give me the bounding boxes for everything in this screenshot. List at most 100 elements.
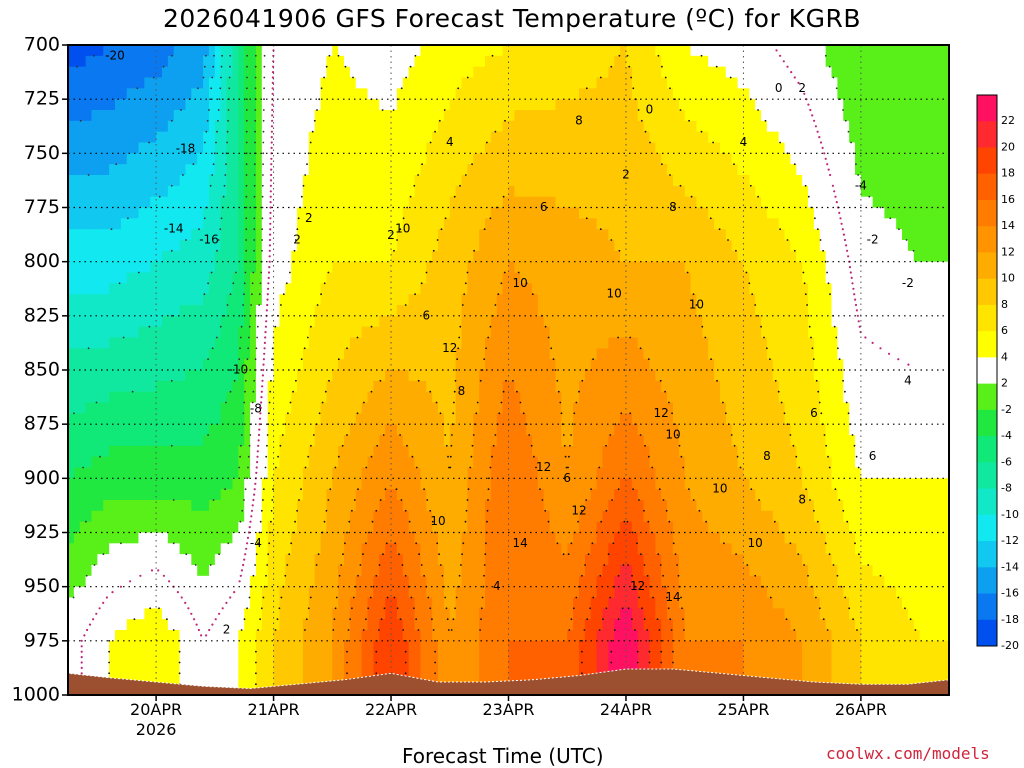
field-cell [179, 489, 187, 501]
field-cell [402, 283, 410, 295]
field-cell [197, 240, 204, 252]
field-cell [97, 45, 104, 57]
field-cell [308, 142, 316, 154]
field-cell [379, 294, 386, 306]
field-cell [391, 99, 398, 111]
field-cell [308, 315, 316, 328]
field-cell [385, 66, 392, 79]
field-cell [485, 554, 492, 566]
field-cell [120, 500, 128, 512]
field-cell [273, 240, 281, 252]
field-cell [361, 164, 369, 176]
field-cell [355, 250, 363, 263]
field-cell [144, 467, 151, 479]
field-cell [420, 153, 427, 165]
field-cell [379, 435, 386, 447]
field-cell [214, 435, 222, 447]
field-cell [208, 240, 216, 252]
field-cell [68, 510, 75, 523]
field-cell [144, 554, 151, 566]
field-cell [255, 391, 263, 404]
field-cell [297, 640, 304, 653]
field-cell [150, 120, 157, 133]
field-cell [379, 521, 386, 534]
field-cell [244, 630, 251, 642]
field-cell [103, 55, 110, 68]
field-cell [314, 153, 322, 165]
field-cell [109, 337, 116, 349]
field-cell [279, 305, 286, 317]
field-cell [537, 370, 545, 382]
field-cell [549, 283, 557, 295]
field-cell [449, 575, 457, 588]
field-cell [443, 370, 451, 382]
field-cell [443, 619, 451, 631]
field-cell [549, 619, 557, 631]
field-cell [85, 131, 93, 144]
field-cell [203, 229, 210, 241]
field-cell [73, 543, 81, 555]
field-cell [326, 619, 333, 631]
field-cell [120, 597, 128, 609]
field-cell [238, 608, 245, 620]
field-cell [73, 66, 81, 79]
field-cell [496, 250, 504, 263]
field-cell [161, 521, 169, 534]
field-cell [138, 142, 145, 154]
field-cell [520, 45, 527, 57]
field-cell [91, 315, 98, 328]
field-cell [485, 175, 492, 187]
field-cell [220, 391, 228, 404]
field-cell [109, 142, 116, 154]
field-cell [103, 565, 110, 577]
field-cell [191, 673, 198, 685]
field-cell [120, 185, 128, 198]
field-cell [297, 543, 304, 555]
field-cell [426, 348, 433, 360]
field-cell [314, 370, 322, 382]
field-cell [214, 467, 222, 479]
field-cell [144, 120, 151, 133]
field-cell [191, 88, 198, 100]
field-cell [244, 250, 251, 263]
field-cell [349, 586, 357, 599]
field-cell [97, 110, 104, 122]
field-cell [285, 630, 292, 642]
field-cell [338, 164, 345, 176]
field-cell [279, 131, 286, 144]
field-cell [502, 207, 510, 219]
field-cell [250, 370, 257, 382]
field-cell [355, 630, 363, 642]
field-cell [549, 543, 557, 555]
field-cell [68, 272, 75, 284]
field-cell [203, 489, 210, 501]
field-cell [220, 250, 228, 263]
field-cell [490, 554, 498, 566]
field-cell [150, 294, 157, 306]
field-cell [314, 380, 322, 393]
field-cell [220, 597, 228, 609]
field-cell [543, 640, 551, 653]
field-cell [414, 391, 421, 404]
field-cell [461, 608, 468, 620]
field-cell [109, 55, 116, 68]
field-cell [314, 510, 322, 523]
field-cell [467, 554, 474, 566]
field-cell [326, 77, 333, 89]
field-cell [455, 413, 463, 425]
field-cell [226, 391, 234, 404]
field-cell [203, 120, 210, 133]
field-cell [103, 532, 110, 544]
field-cell [543, 45, 551, 57]
field-cell [514, 337, 521, 349]
field-cell [279, 608, 286, 620]
field-cell [150, 250, 157, 263]
field-cell [97, 586, 104, 599]
field-cell [197, 229, 204, 241]
field-cell [68, 586, 75, 599]
field-cell [267, 662, 275, 674]
field-cell [255, 337, 263, 349]
field-cell [232, 370, 239, 382]
field-cell [73, 305, 81, 317]
field-cell [373, 424, 380, 436]
